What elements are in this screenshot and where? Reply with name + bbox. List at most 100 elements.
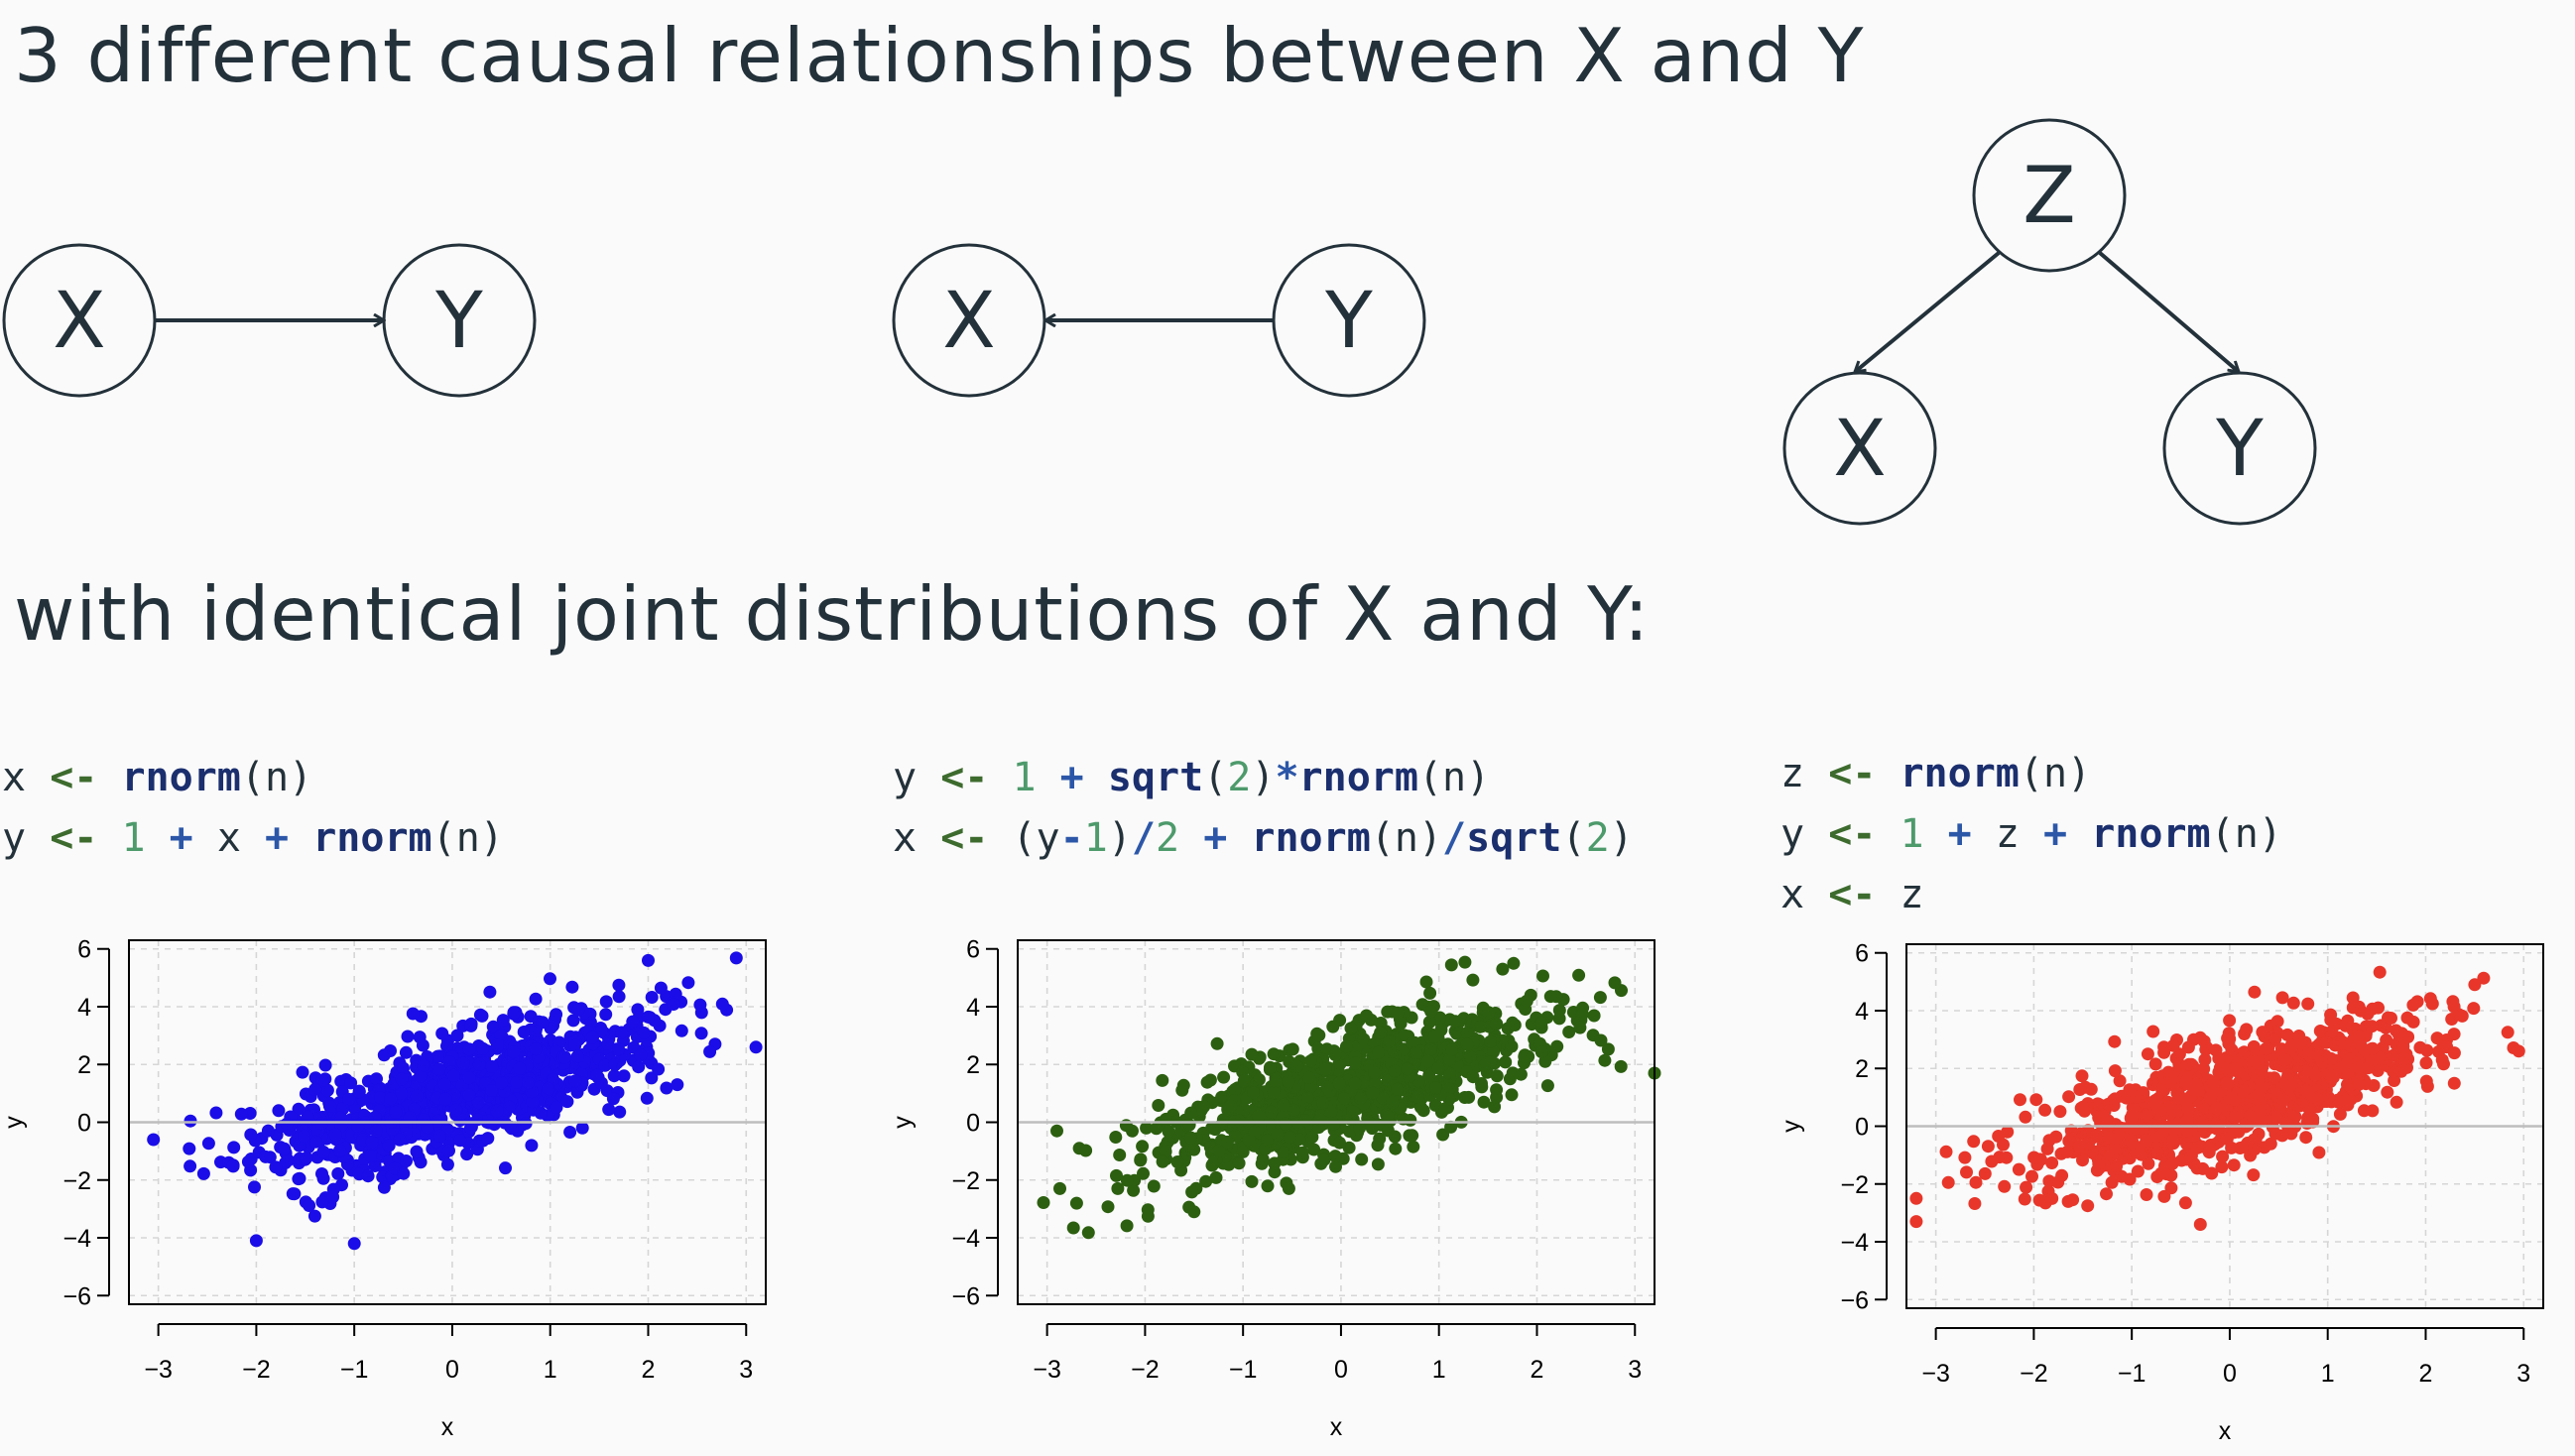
code-token: <- <box>1828 872 1877 917</box>
y-tick-label: −4 <box>1840 1229 1869 1257</box>
data-point <box>612 990 626 1004</box>
data-point <box>2285 1038 2299 1052</box>
data-point <box>2380 1033 2393 1047</box>
data-point <box>1614 1059 1628 1073</box>
data-point <box>2108 1034 2122 1048</box>
node-x <box>2 243 157 398</box>
data-point <box>1429 1081 1442 1095</box>
data-point <box>544 972 556 986</box>
code-token <box>289 815 312 861</box>
data-point <box>1328 1150 1342 1163</box>
data-point <box>2375 1019 2389 1032</box>
data-point <box>2025 1169 2038 1183</box>
node-y <box>2162 371 2317 526</box>
slide-subtitle: with identical joint distributions of X … <box>14 570 1651 658</box>
data-point <box>495 1076 509 1090</box>
data-point <box>1421 1054 1435 1068</box>
data-point <box>2477 971 2491 985</box>
data-point <box>462 1042 476 1056</box>
data-point <box>550 1101 563 1114</box>
data-point <box>1410 1046 1423 1059</box>
data-point <box>525 1139 539 1153</box>
data-point <box>1141 1203 1155 1217</box>
code-token: + <box>1059 755 1084 800</box>
code-token <box>241 815 265 861</box>
data-point <box>1997 1138 2010 1152</box>
y-tick-label: −2 <box>1840 1171 1869 1199</box>
data-point <box>2268 1071 2281 1085</box>
data-point <box>1543 990 1557 1004</box>
data-point <box>183 1142 196 1155</box>
data-point <box>608 1058 622 1072</box>
scatter-plot-common-cause: −3 −2 −1 0 1 2 3 x −6 −4 −2 0 2 4 6 y <box>1778 940 2544 1445</box>
data-point <box>2301 997 2315 1011</box>
data-point <box>1389 1142 1403 1155</box>
data-point <box>1909 1191 1923 1205</box>
data-point <box>2115 1089 2129 1103</box>
y-tick-label: −6 <box>951 1282 980 1310</box>
slide-title: 3 different causal relationships between… <box>14 12 1865 99</box>
data-point <box>1147 1179 1161 1193</box>
data-point <box>269 1160 283 1174</box>
data-point <box>1277 1098 1290 1112</box>
data-point <box>2299 1084 2313 1098</box>
data-point <box>184 1159 197 1173</box>
plot-frame <box>1905 943 2544 1309</box>
data-point <box>384 1092 398 1106</box>
data-point <box>2140 1134 2153 1148</box>
data-point <box>248 1180 261 1194</box>
code-token: 1 <box>1083 815 1108 861</box>
code-token: z <box>1995 811 2020 857</box>
data-point <box>1368 1066 1382 1079</box>
data-point <box>2260 1041 2272 1055</box>
data-point <box>1232 1156 1246 1170</box>
data-point <box>1150 1122 1164 1136</box>
x-tick-label: 0 <box>445 1356 459 1384</box>
data-point <box>2275 991 2289 1005</box>
data-point <box>2324 1008 2338 1022</box>
data-point <box>2076 1100 2090 1114</box>
data-point <box>1444 958 1458 972</box>
data-point <box>547 1072 559 1086</box>
data-point <box>2141 1108 2154 1121</box>
data-point <box>2169 1051 2183 1065</box>
node-y <box>382 243 537 398</box>
data-point <box>693 998 707 1012</box>
data-point <box>1247 1086 1260 1100</box>
data-point <box>2277 1053 2291 1067</box>
data-point <box>2061 1194 2075 1208</box>
x-axis-label: x <box>1330 1413 1343 1441</box>
data-point <box>2155 1083 2169 1097</box>
data-point <box>417 1113 430 1127</box>
data-point <box>315 1074 329 1087</box>
data-point <box>1317 1153 1331 1166</box>
code-token: rnorm <box>1298 755 1418 800</box>
data-point <box>485 1059 499 1073</box>
data-point <box>542 1082 555 1096</box>
data-point <box>2192 1083 2206 1097</box>
y-tick-label: −4 <box>951 1225 980 1253</box>
data-point <box>440 1039 453 1053</box>
data-point <box>2151 1105 2165 1119</box>
code-token: z <box>1900 872 1924 917</box>
data-point <box>261 1124 275 1138</box>
data-point <box>292 1102 306 1116</box>
data-point <box>2053 1105 2067 1119</box>
data-point <box>1120 1173 1134 1187</box>
data-point <box>2352 1030 2366 1043</box>
data-point <box>1981 1140 1995 1153</box>
data-point <box>2447 1046 2461 1060</box>
data-point <box>2158 1159 2171 1172</box>
data-point <box>1601 1042 1615 1056</box>
data-point <box>1159 1145 1172 1158</box>
node-z-label: Z <box>2023 152 2075 241</box>
data-point <box>2108 1064 2122 1078</box>
data-point <box>2238 1028 2252 1040</box>
data-point <box>2397 1051 2411 1065</box>
data-point <box>184 1114 197 1128</box>
data-point <box>2162 1107 2176 1121</box>
data-point <box>1267 1047 1281 1061</box>
data-point <box>2062 1090 2076 1104</box>
data-point <box>1573 1021 1587 1034</box>
data-point <box>2346 991 2360 1005</box>
